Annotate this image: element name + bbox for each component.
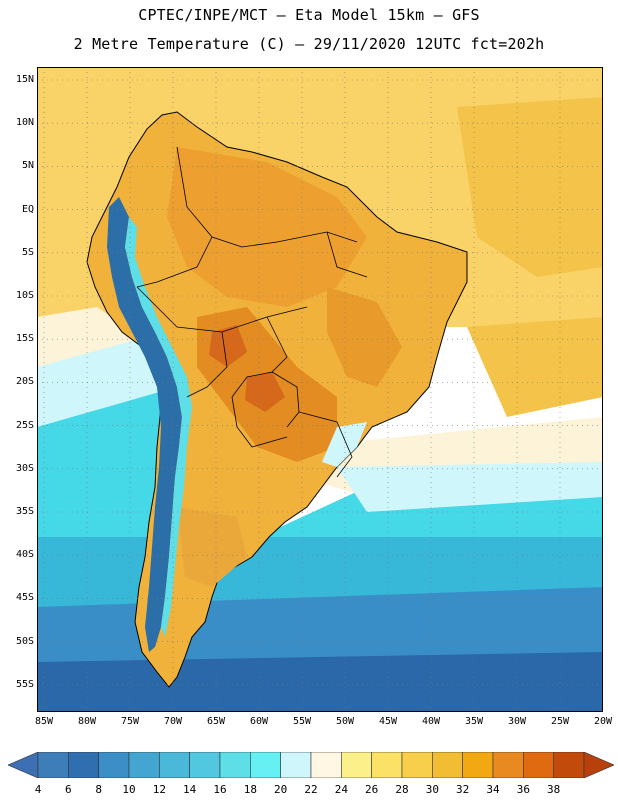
latitude-tick-label: 15S — [15, 333, 34, 345]
colorbar-segment — [280, 752, 312, 778]
temperature-map — [37, 67, 603, 712]
latitude-tick-label: 5S — [21, 246, 34, 258]
colorbar-segment — [371, 752, 403, 778]
colorbar-tick-label: 20 — [274, 783, 288, 796]
colorbar-segment — [250, 752, 281, 778]
longitude-tick-label: 45W — [378, 716, 398, 727]
map-title-source: CPTEC/INPE/MCT – Eta Model 15km – GFS — [138, 6, 480, 24]
colorbar-segment — [189, 752, 221, 778]
longitude-tick-label: 85W — [34, 716, 54, 727]
colorbar-tick-label: 34 — [486, 783, 500, 796]
colorbar-tick-label: 12 — [152, 783, 166, 796]
colorbar-segment — [128, 752, 160, 778]
land-hot-north — [167, 147, 367, 307]
longitude-tick-label: 50W — [335, 716, 355, 727]
latitude-tick-label: 15N — [15, 74, 34, 85]
colorbar-tick-label: 38 — [547, 783, 561, 796]
colorbar-tick-label: 36 — [516, 783, 530, 796]
colorbar-segment — [432, 752, 463, 778]
colorbar-tick-label: 22 — [304, 783, 318, 796]
colorbar-segment — [37, 752, 69, 778]
latitude-tick-label: 50S — [15, 635, 34, 647]
longitude-tick-label: 20W — [593, 716, 613, 727]
latitude-tick-label: 40S — [15, 549, 34, 561]
temperature-colorbar — [8, 752, 614, 778]
colorbar-min-arrow — [8, 752, 39, 778]
ocean-warm-patch — [457, 97, 603, 277]
longitude-tick-label: 80W — [77, 716, 97, 727]
colorbar-segment — [341, 752, 372, 778]
longitude-tick-label: 40W — [421, 716, 441, 727]
colorbar-segment — [462, 752, 494, 778]
colorbar-tick-label: 24 — [334, 783, 348, 796]
longitude-tick-label: 30W — [507, 716, 527, 727]
colorbar-tick-label: 14 — [183, 783, 197, 796]
map-title-variable: 2 Metre Temperature (C) – 29/11/2020 12U… — [73, 35, 545, 53]
latitude-tick-label: 5N — [21, 160, 34, 172]
latitude-tick-label: 20S — [15, 376, 34, 388]
colorbar-segment — [492, 752, 524, 778]
latitude-tick-label: 30S — [15, 462, 34, 474]
colorbar-tick-label: 30 — [425, 783, 439, 796]
colorbar-tick-label: 26 — [365, 783, 379, 796]
latitude-tick-label: 35S — [15, 506, 34, 517]
colorbar-segment — [310, 752, 342, 778]
colorbar-max-arrow — [583, 752, 614, 778]
longitude-tick-label: 75W — [120, 716, 140, 727]
latitude-tick-label: EQ — [21, 203, 34, 215]
longitude-tick-label: 25W — [550, 716, 570, 727]
latitude-tick-label: 45S — [15, 592, 34, 604]
latitude-tick-label: 10S — [15, 290, 34, 301]
longitude-tick-label: 55W — [292, 716, 312, 727]
colorbar-segment — [553, 752, 585, 778]
andes-pale-strip — [125, 217, 192, 637]
colorbar-tick-label: 6 — [65, 783, 72, 796]
latitude-tick-label: 55S — [15, 678, 34, 690]
latitude-tick-label: 10N — [15, 117, 34, 129]
andes-cold-strip — [107, 197, 182, 652]
colorbar-segment — [98, 752, 130, 778]
colorbar-tick-label: 4 — [34, 783, 42, 796]
land-hotspot-chaco — [209, 325, 247, 367]
southeast-coast-cool — [322, 422, 367, 467]
colorbar-segment — [159, 752, 190, 778]
colorbar-tick-label: 16 — [213, 783, 227, 796]
ocean-subtropical-band — [37, 307, 603, 497]
ocean-warm-east — [467, 317, 603, 417]
land-warm-patagonia — [177, 507, 247, 587]
longitude-tick-label: 70W — [163, 716, 183, 727]
colorbar-tick-label: 32 — [456, 783, 470, 796]
colorbar-tick-label: 10 — [122, 783, 136, 796]
colorbar-segment — [401, 752, 433, 778]
colorbar-segment — [219, 752, 251, 778]
longitude-tick-label: 35W — [464, 716, 484, 727]
colorbar-segment — [68, 752, 99, 778]
longitude-tick-label: 65W — [206, 716, 226, 727]
ocean-pale-atlantic — [337, 462, 603, 512]
country-borders — [136, 146, 368, 478]
land-hotspot-paraguay — [245, 372, 285, 412]
colorbar-tick-label: 8 — [95, 783, 102, 796]
ocean-polar-band — [37, 652, 603, 712]
land-hot-east — [327, 287, 402, 387]
colorbar-segment — [523, 752, 554, 778]
colorbar-tick-label: 18 — [243, 783, 257, 796]
longitude-tick-label: 60W — [249, 716, 269, 727]
map-border — [37, 67, 603, 712]
colorbar-tick-label: 28 — [395, 783, 409, 796]
latitude-tick-label: 25S — [15, 419, 34, 431]
